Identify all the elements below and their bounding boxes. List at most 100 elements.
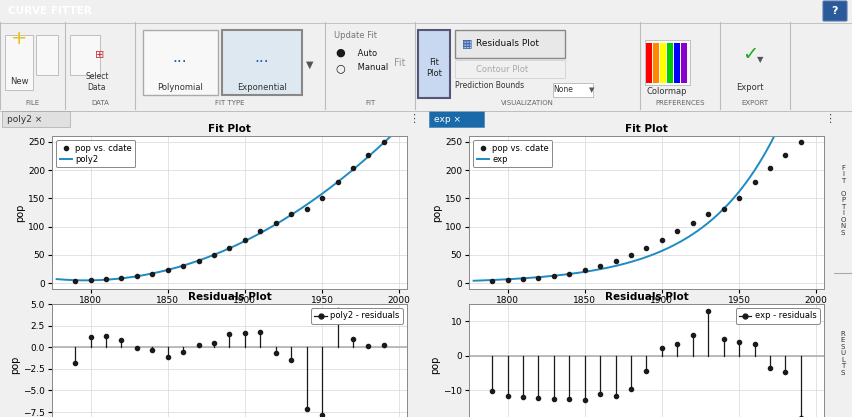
- pop vs. cdate: [533, 275, 544, 280]
- pop vs. cdate: [595, 263, 605, 268]
- pop vs. cdate: [101, 277, 111, 282]
- pop vs. cdate: [796, 140, 806, 145]
- Line: poly2: poly2: [56, 125, 402, 280]
- Bar: [653, 43, 659, 83]
- Text: ▼: ▼: [306, 60, 314, 70]
- Text: ⊞: ⊞: [95, 50, 105, 60]
- Text: CURVE FITTER: CURVE FITTER: [8, 5, 92, 15]
- Text: exp ×: exp ×: [434, 115, 461, 123]
- Text: PREFERENCES: PREFERENCES: [655, 100, 705, 106]
- Text: +: +: [11, 28, 27, 48]
- Bar: [429, 111, 484, 127]
- Legend: exp - residuals: exp - residuals: [735, 308, 820, 324]
- Bar: [70, 35, 100, 75]
- Text: poly2 ×: poly2 ×: [7, 115, 43, 123]
- Text: R
E
S
U
L
T
S: R E S U L T S: [840, 331, 845, 376]
- pop vs. cdate: [271, 221, 281, 226]
- Legend: poly2 - residuals: poly2 - residuals: [311, 308, 403, 324]
- Text: FIT TYPE: FIT TYPE: [216, 100, 245, 106]
- Title: Residuals Plot: Residuals Plot: [605, 292, 688, 302]
- Text: DATA: DATA: [91, 100, 109, 106]
- pop vs. cdate: [642, 245, 652, 250]
- Bar: [36, 35, 58, 75]
- exp: [581, 269, 591, 274]
- Text: ▼: ▼: [757, 55, 763, 65]
- pop vs. cdate: [611, 258, 621, 263]
- poly2: [302, 202, 312, 207]
- Bar: [674, 43, 680, 83]
- poly2: [51, 276, 61, 281]
- Bar: [222, 30, 302, 95]
- pop vs. cdate: [117, 275, 127, 280]
- Text: ⋮: ⋮: [408, 114, 419, 124]
- pop vs. cdate: [688, 221, 698, 226]
- Bar: [646, 43, 652, 83]
- pop vs. cdate: [147, 271, 158, 276]
- Text: Polynomial: Polynomial: [157, 83, 203, 93]
- poly2: [270, 222, 280, 227]
- exp: [510, 276, 521, 281]
- Text: ···: ···: [173, 55, 187, 70]
- Bar: [5, 35, 33, 90]
- Text: Fit
Plot: Fit Plot: [426, 58, 442, 78]
- pop vs. cdate: [503, 278, 513, 283]
- pop vs. cdate: [348, 166, 358, 171]
- pop vs. cdate: [579, 268, 590, 273]
- Text: ○: ○: [335, 63, 345, 73]
- exp: [469, 278, 479, 283]
- Text: Update Fit: Update Fit: [333, 31, 377, 40]
- Text: F
I
T
 
O
P
T
I
O
N
S: F I T O P T I O N S: [840, 165, 846, 236]
- pop vs. cdate: [379, 140, 389, 145]
- Y-axis label: pop: pop: [430, 355, 440, 374]
- poly2: [94, 278, 104, 283]
- pop vs. cdate: [487, 279, 498, 284]
- pop vs. cdate: [734, 196, 744, 201]
- Bar: [645, 40, 690, 85]
- pop vs. cdate: [256, 229, 266, 234]
- Title: Fit Plot: Fit Plot: [208, 124, 251, 134]
- Line: pop vs. cdate: pop vs. cdate: [73, 140, 386, 283]
- pop vs. cdate: [518, 277, 528, 282]
- pop vs. cdate: [564, 271, 574, 276]
- Text: ?: ?: [832, 5, 838, 15]
- Text: ···: ···: [255, 55, 269, 70]
- poly2: [80, 278, 90, 283]
- Text: Residuals Plot: Residuals Plot: [476, 38, 539, 48]
- Text: New: New: [9, 78, 28, 86]
- pop vs. cdate: [317, 196, 327, 201]
- pop vs. cdate: [718, 206, 728, 211]
- Bar: [667, 43, 673, 83]
- Y-axis label: pop: pop: [15, 203, 25, 222]
- pop vs. cdate: [549, 274, 559, 279]
- Text: ⋮: ⋮: [825, 114, 836, 124]
- pop vs. cdate: [224, 245, 234, 250]
- exp: [720, 205, 730, 210]
- Line: exp: exp: [474, 13, 820, 281]
- Bar: [143, 30, 218, 95]
- poly2: [189, 259, 199, 264]
- Legend: pop vs. cdate, poly2: pop vs. cdate, poly2: [56, 140, 135, 167]
- pop vs. cdate: [302, 206, 312, 211]
- Text: Contour Plot: Contour Plot: [476, 65, 528, 73]
- Bar: [2, 111, 70, 127]
- exp: [815, 11, 825, 16]
- Text: ●: ●: [335, 48, 345, 58]
- pop vs. cdate: [657, 238, 667, 243]
- Text: Export: Export: [736, 83, 763, 93]
- poly2: [397, 123, 407, 128]
- pop vs. cdate: [286, 211, 296, 216]
- pop vs. cdate: [703, 211, 713, 216]
- Line: pop vs. cdate: pop vs. cdate: [490, 140, 803, 283]
- Bar: [553, 83, 593, 97]
- Text: ▼: ▼: [590, 87, 595, 93]
- pop vs. cdate: [363, 153, 373, 158]
- Text: Auto: Auto: [355, 48, 377, 58]
- poly2: [165, 267, 176, 272]
- Text: ✓: ✓: [742, 45, 758, 65]
- pop vs. cdate: [750, 179, 760, 184]
- Text: Prediction Bounds: Prediction Bounds: [455, 81, 524, 90]
- Title: Residuals Plot: Residuals Plot: [187, 292, 272, 302]
- Text: FILE: FILE: [26, 100, 40, 106]
- pop vs. cdate: [178, 263, 188, 268]
- FancyBboxPatch shape: [823, 1, 847, 21]
